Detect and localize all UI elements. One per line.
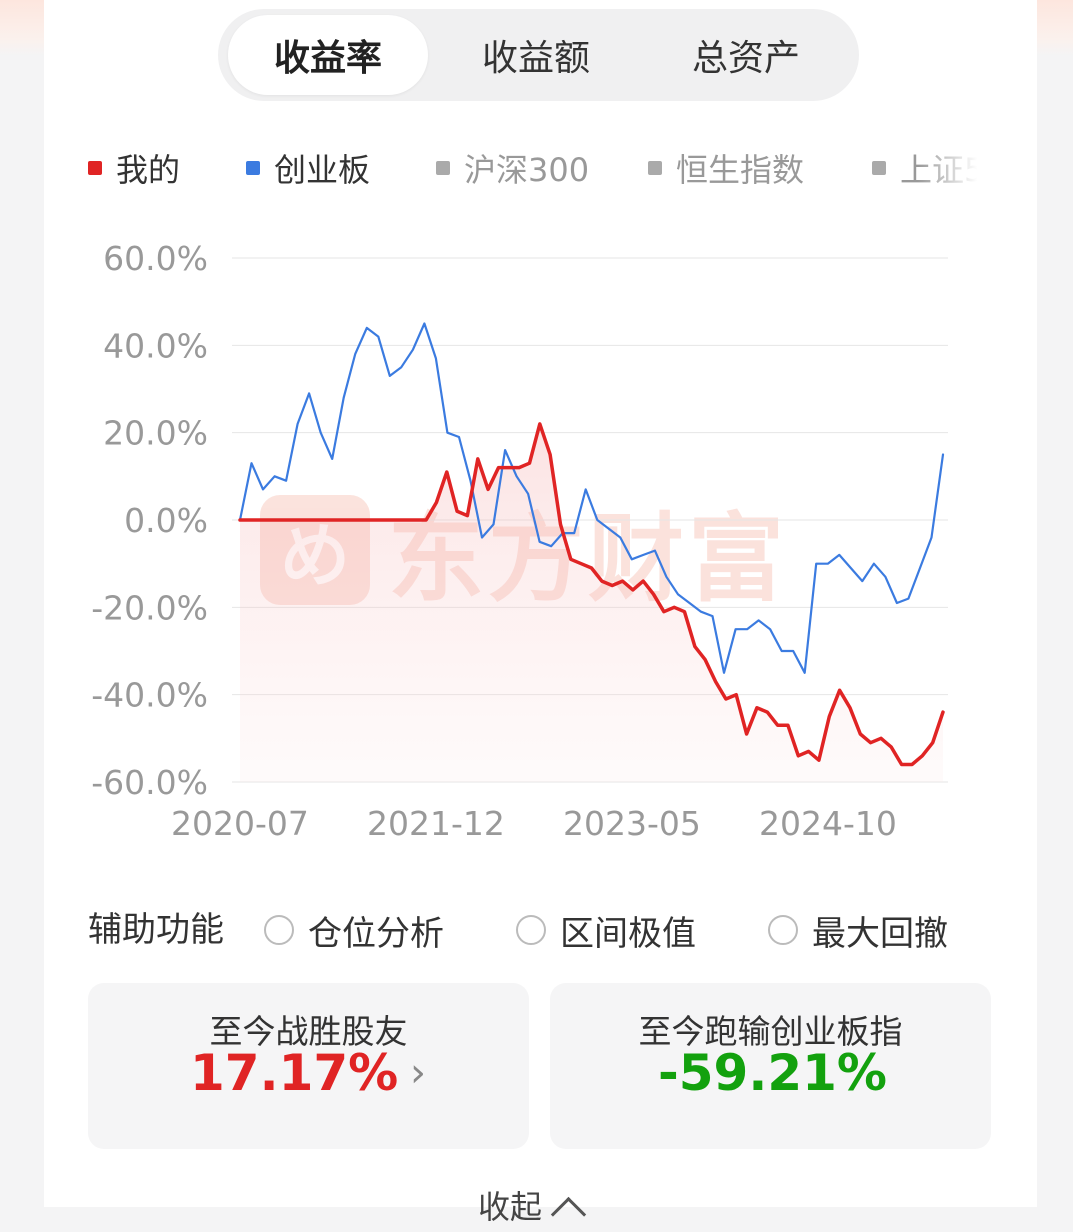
legend-item-chinext[interactable]: 创业板	[246, 140, 370, 196]
y-tick-label: 60.0%	[103, 239, 208, 278]
chevron-right-icon: ›	[410, 1050, 426, 1096]
chevron-up-icon	[550, 1196, 587, 1232]
right-edge-tint	[1035, 0, 1073, 56]
legend-item-hang-seng[interactable]: 恒生指数	[648, 140, 804, 196]
legend-swatch	[88, 161, 102, 175]
legend-label: 上证5	[900, 151, 985, 189]
series-line-chinext	[238, 322, 945, 674]
legend-swatch	[436, 161, 450, 175]
tab-return-rate[interactable]: 收益率	[228, 15, 428, 95]
legend-swatch	[648, 161, 662, 175]
beat-investors-card[interactable]: 至今战胜股友 17.17% ›	[88, 983, 529, 1149]
aux-option-label: 区间极值	[560, 913, 696, 954]
series-line-mine	[238, 422, 945, 767]
segment-control: 收益率 收益额 总资产	[218, 9, 859, 101]
stat-title: 至今跑输创业板指	[638, 1012, 903, 1051]
y-tick-label: -20.0%	[91, 588, 208, 627]
y-tick-label: -40.0%	[91, 676, 208, 715]
series-area-0	[240, 423, 943, 782]
x-tick-label: 2023-05	[563, 804, 701, 843]
y-tick-label: -60.0%	[91, 763, 208, 802]
max-drawdown-radio[interactable]: 最大回撤	[768, 900, 948, 960]
legend-item-csi300[interactable]: 沪深300	[436, 140, 589, 196]
legend-label: 恒生指数	[676, 151, 805, 189]
legend-item-mine[interactable]: 我的	[88, 140, 180, 196]
legend-label: 创业板	[274, 151, 371, 189]
y-tick-label: 0.0%	[124, 501, 208, 540]
collapse-button[interactable]: 收起	[478, 1180, 587, 1232]
position-analysis-radio[interactable]: 仓位分析	[264, 900, 444, 960]
tab-return-amount[interactable]: 收益额	[481, 38, 590, 79]
legend-label: 沪深300	[464, 151, 590, 189]
x-tick-label: 2021-12	[367, 804, 505, 843]
legend-swatch	[872, 161, 886, 175]
radio-circle-icon	[768, 915, 798, 945]
return-chart[interactable]: 60.0%40.0%20.0%0.0%-20.0%-40.0%-60.0%202…	[0, 200, 1073, 850]
tab-total-assets[interactable]: 总资产	[691, 38, 800, 79]
collapse-label: 收起	[478, 1188, 543, 1226]
underperform-chinext-card: 至今跑输创业板指 -59.21%	[550, 983, 991, 1149]
x-tick-label: 2020-07	[171, 804, 309, 843]
aux-option-label: 最大回撤	[812, 913, 948, 954]
legend-label: 我的	[116, 151, 181, 189]
stat-value: -59.21%	[658, 1044, 888, 1102]
aux-option-label: 仓位分析	[308, 913, 444, 954]
radio-circle-icon	[264, 915, 294, 945]
stat-title: 至今战胜股友	[209, 1012, 408, 1051]
left-edge-tint	[0, 0, 44, 56]
y-tick-label: 40.0%	[103, 326, 208, 365]
x-tick-label: 2024-10	[759, 804, 897, 843]
y-tick-label: 20.0%	[103, 414, 208, 453]
legend-swatch	[246, 161, 260, 175]
stat-value: 17.17%	[190, 1044, 399, 1102]
aux-functions: 辅助功能 仓位分析 区间极值 最大回撤	[88, 900, 988, 960]
range-extreme-radio[interactable]: 区间极值	[516, 900, 696, 960]
legend-item-sse50[interactable]: 上证5	[872, 140, 984, 196]
radio-circle-icon	[516, 915, 546, 945]
aux-label: 辅助功能	[88, 910, 224, 950]
chart-legend: 我的 创业板 沪深300 恒生指数 上证5	[88, 140, 988, 196]
